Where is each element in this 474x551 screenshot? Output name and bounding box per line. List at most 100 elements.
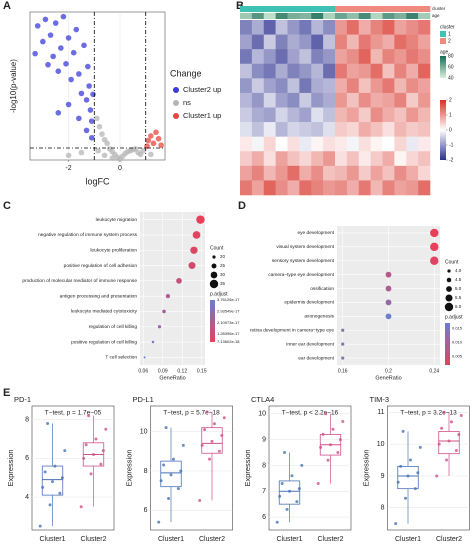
legend-label: Cluster2 up bbox=[183, 85, 221, 94]
panel-label: C bbox=[3, 200, 11, 212]
legend-title: Count bbox=[210, 245, 224, 251]
x-axis-label: logFC bbox=[85, 176, 110, 186]
legend-label: 20 bbox=[220, 254, 226, 259]
annotation-cell bbox=[418, 13, 431, 19]
point bbox=[288, 489, 291, 493]
point bbox=[205, 410, 209, 414]
point bbox=[43, 470, 47, 474]
annotation-cell bbox=[382, 6, 395, 12]
colorbar-label: 0 bbox=[449, 127, 452, 133]
point bbox=[65, 35, 72, 41]
y-tick-label: eye development bbox=[297, 230, 334, 236]
plot-background bbox=[31, 405, 115, 531]
y-tick-label: visual system development bbox=[276, 244, 334, 250]
heatmap-cell bbox=[335, 78, 348, 94]
heatmap-cell bbox=[418, 107, 431, 123]
point bbox=[399, 464, 403, 468]
legend-title: cluster bbox=[440, 24, 455, 30]
legend-swatch bbox=[440, 31, 446, 37]
heatmap-cell bbox=[418, 92, 431, 108]
y-tick-label: ossification bbox=[310, 286, 334, 292]
dot bbox=[430, 256, 439, 265]
legend-swatch bbox=[173, 87, 179, 93]
dot bbox=[162, 309, 166, 314]
x-tick-label: 0.06 bbox=[138, 368, 148, 374]
y-tick-label: 9 bbox=[262, 436, 266, 443]
annotation-cell bbox=[370, 6, 383, 12]
legend-title: age bbox=[440, 49, 449, 55]
heatmap-cell bbox=[406, 165, 419, 181]
dot bbox=[151, 340, 155, 344]
heatmap-cell bbox=[311, 107, 324, 123]
x-tick-label: 0.2 bbox=[385, 368, 392, 374]
panel-label: B bbox=[236, 0, 244, 12]
y-tick-label: ear development bbox=[298, 355, 334, 361]
point bbox=[76, 115, 82, 122]
y-tick-label: inner ear development bbox=[286, 341, 334, 347]
legend-swatch bbox=[173, 100, 179, 106]
point bbox=[60, 13, 67, 20]
x-tick-label: Cluster1 bbox=[276, 536, 302, 543]
heatmap-cell bbox=[299, 34, 312, 50]
point bbox=[413, 487, 417, 491]
point bbox=[290, 474, 294, 478]
legend-swatch bbox=[173, 113, 179, 119]
dot bbox=[430, 228, 439, 238]
point bbox=[55, 110, 62, 116]
heatmap-cell bbox=[251, 20, 265, 35]
heatmap-cell bbox=[358, 151, 371, 167]
x-tick-label: Cluster2 bbox=[80, 536, 106, 543]
point bbox=[82, 456, 86, 460]
heatmap-cell bbox=[240, 122, 253, 137]
heatmap-cell bbox=[263, 122, 276, 137]
dot bbox=[385, 271, 392, 278]
y-tick-label: leukocyte mediated cytotoxicity bbox=[71, 309, 138, 315]
y-tick-label: 6 bbox=[144, 507, 148, 514]
point bbox=[153, 129, 159, 136]
point bbox=[164, 426, 168, 430]
annotation-cell bbox=[346, 13, 360, 19]
legend-swatch bbox=[211, 263, 217, 269]
heatmap-cell bbox=[251, 165, 265, 181]
heatmap-cell bbox=[382, 78, 395, 94]
point bbox=[336, 451, 340, 454]
point bbox=[55, 68, 62, 74]
box bbox=[201, 427, 223, 454]
point bbox=[321, 432, 325, 436]
annotation-name: age bbox=[432, 13, 440, 18]
heatmap-cell bbox=[418, 34, 431, 50]
colorbar-label: 60 bbox=[448, 64, 454, 70]
heatmap-cell bbox=[240, 180, 253, 196]
heatmap-cell bbox=[346, 92, 360, 108]
heatmap-cell bbox=[370, 151, 383, 167]
point bbox=[42, 16, 49, 23]
colorbar-label: 2.93549e-17 bbox=[217, 308, 240, 313]
x-tick-label: 0.12 bbox=[177, 368, 187, 374]
point bbox=[283, 451, 287, 454]
heatmap-cell bbox=[299, 122, 312, 137]
annotation-cell bbox=[394, 6, 407, 12]
x-axis-label: GeneRatio bbox=[159, 375, 185, 381]
point bbox=[435, 474, 439, 478]
point bbox=[316, 482, 320, 485]
annotation-cell bbox=[263, 13, 276, 19]
heatmap-cell bbox=[346, 20, 360, 35]
heatmap-cell bbox=[370, 107, 383, 123]
y-axis-label: Expression bbox=[243, 449, 252, 486]
heatmap-cell bbox=[406, 34, 419, 50]
colorbar-label: 0.015 bbox=[452, 326, 463, 331]
heatmap-cell bbox=[370, 92, 383, 108]
annotation-name: cluster bbox=[432, 6, 446, 11]
chart-title: TIM-3 bbox=[370, 395, 390, 404]
point bbox=[94, 437, 98, 441]
heatmap-cell bbox=[287, 136, 300, 152]
point bbox=[418, 445, 422, 449]
heatmap-cell bbox=[370, 49, 383, 65]
colorbar-label: 7.13602e-18 bbox=[217, 339, 240, 344]
heatmap-cell bbox=[323, 180, 336, 196]
heatmap-cell bbox=[418, 165, 431, 181]
x-tick-label: Cluster2 bbox=[199, 536, 225, 543]
annotation-cell bbox=[394, 13, 407, 19]
heatmap-cell bbox=[311, 78, 324, 94]
x-tick-label: Cluster1 bbox=[158, 536, 184, 543]
